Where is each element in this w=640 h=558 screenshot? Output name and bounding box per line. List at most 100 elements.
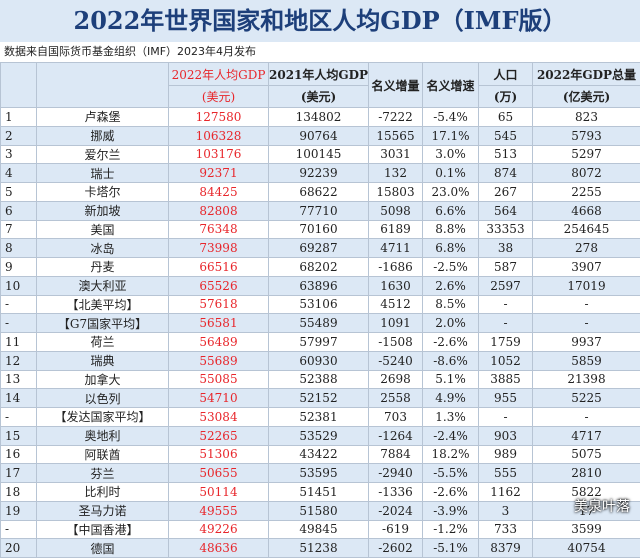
gdp2022-cell: 65526 xyxy=(169,276,269,295)
population-cell: 33353 xyxy=(479,220,533,239)
country-cell: 以色列 xyxy=(37,389,169,408)
country-cell: 奥地利 xyxy=(37,426,169,445)
rank-cell: 3 xyxy=(1,145,37,164)
gdp2021-cell: 69287 xyxy=(269,239,369,258)
source-note: 数据来自国际货币基金组织（IMF）2023年4月发布 xyxy=(0,42,640,62)
growth-cell: 23.0% xyxy=(423,183,479,202)
country-cell: 德国 xyxy=(37,539,169,558)
gdp2022-cell: 82808 xyxy=(169,201,269,220)
gdp2021-cell: 60930 xyxy=(269,351,369,370)
growth-cell: -2.6% xyxy=(423,333,479,352)
growth-cell: 1.3% xyxy=(423,408,479,427)
gdp2022-cell: 52265 xyxy=(169,426,269,445)
population-cell: 564 xyxy=(479,201,533,220)
gdp2022-cell: 51306 xyxy=(169,445,269,464)
population-cell: 874 xyxy=(479,164,533,183)
country-cell: 【G7国家平均】 xyxy=(37,314,169,333)
total-cell: - xyxy=(533,295,640,314)
growth-cell: 8.8% xyxy=(423,220,479,239)
population-cell: 2597 xyxy=(479,276,533,295)
increase-cell: -5240 xyxy=(369,351,423,370)
gdp2021-cell: 70160 xyxy=(269,220,369,239)
gdp2021-cell: 52381 xyxy=(269,408,369,427)
header-gdp2021: 2021年人均GDP xyxy=(269,63,369,86)
increase-cell: -1508 xyxy=(369,333,423,352)
gdp2022-cell: 50655 xyxy=(169,464,269,483)
population-cell: 3 xyxy=(479,501,533,520)
increase-cell: -2940 xyxy=(369,464,423,483)
total-cell: - xyxy=(533,314,640,333)
gdp2022-cell: 55085 xyxy=(169,370,269,389)
increase-cell: -1264 xyxy=(369,426,423,445)
rank-cell: - xyxy=(1,295,37,314)
increase-cell: 703 xyxy=(369,408,423,427)
increase-cell: 15803 xyxy=(369,183,423,202)
increase-cell: 1091 xyxy=(369,314,423,333)
population-cell: 955 xyxy=(479,389,533,408)
growth-cell: 6.6% xyxy=(423,201,479,220)
growth-cell: 3.0% xyxy=(423,145,479,164)
country-cell: 【发达国家平均】 xyxy=(37,408,169,427)
total-cell: 5859 xyxy=(533,351,640,370)
total-cell: 40754 xyxy=(533,539,640,558)
total-cell: 5075 xyxy=(533,445,640,464)
increase-cell: 15565 xyxy=(369,126,423,145)
increase-cell: -2024 xyxy=(369,501,423,520)
header-rank xyxy=(1,63,37,108)
increase-cell: -1336 xyxy=(369,483,423,502)
population-cell: 555 xyxy=(479,464,533,483)
gdp2021-cell: 68202 xyxy=(269,258,369,277)
country-cell: 卡塔尔 xyxy=(37,183,169,202)
gdp2021-cell: 68622 xyxy=(269,183,369,202)
total-cell: 278 xyxy=(533,239,640,258)
gdp2021-cell: 53106 xyxy=(269,295,369,314)
population-cell: 1052 xyxy=(479,351,533,370)
growth-cell: 18.2% xyxy=(423,445,479,464)
increase-cell: -7222 xyxy=(369,108,423,127)
gdp2021-cell: 43422 xyxy=(269,445,369,464)
gdp2021-cell: 53529 xyxy=(269,426,369,445)
gdp2021-cell: 53595 xyxy=(269,464,369,483)
page: 2022年世界国家和地区人均GDP（IMF版） 数据来自国际货币基金组织（IMF… xyxy=(0,0,640,536)
rank-cell: 20 xyxy=(1,539,37,558)
gdp2022-cell: 55689 xyxy=(169,351,269,370)
gdp2022-cell: 103176 xyxy=(169,145,269,164)
total-cell: 5793 xyxy=(533,126,640,145)
country-cell: 澳大利亚 xyxy=(37,276,169,295)
total-cell: 254645 xyxy=(533,220,640,239)
growth-cell: -8.6% xyxy=(423,351,479,370)
rank-cell: 14 xyxy=(1,389,37,408)
gdp2022-cell: 49555 xyxy=(169,501,269,520)
growth-cell: -5.5% xyxy=(423,464,479,483)
rank-cell: 10 xyxy=(1,276,37,295)
country-cell: 加拿大 xyxy=(37,370,169,389)
growth-cell: 2.0% xyxy=(423,314,479,333)
gdp2022-cell: 53084 xyxy=(169,408,269,427)
growth-cell: 6.8% xyxy=(423,239,479,258)
population-cell: 38 xyxy=(479,239,533,258)
growth-cell: -2.6% xyxy=(423,483,479,502)
rank-cell: 17 xyxy=(1,464,37,483)
gdp2022-cell: 127580 xyxy=(169,108,269,127)
increase-cell: 4512 xyxy=(369,295,423,314)
gdp2022-cell: 56581 xyxy=(169,314,269,333)
total-cell: 9937 xyxy=(533,333,640,352)
rank-cell: 13 xyxy=(1,370,37,389)
population-cell: 1759 xyxy=(479,333,533,352)
total-cell: 5297 xyxy=(533,145,640,164)
header-nominal-increase: 名义增量 xyxy=(369,63,423,108)
country-cell: 丹麦 xyxy=(37,258,169,277)
growth-cell: -3.9% xyxy=(423,501,479,520)
